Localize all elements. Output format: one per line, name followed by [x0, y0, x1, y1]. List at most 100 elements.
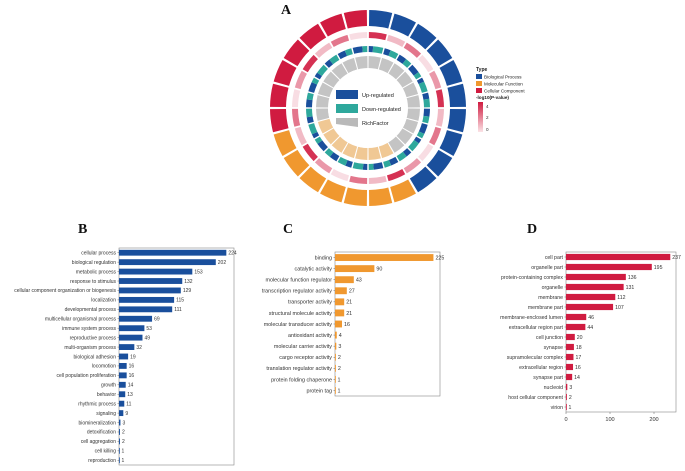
- bar: [566, 263, 652, 271]
- value-label: 14: [574, 375, 580, 381]
- value-label: 90: [376, 267, 382, 273]
- scale-tick-0: 0: [486, 127, 489, 132]
- bar: [119, 410, 124, 417]
- category-label: cell part: [545, 255, 564, 261]
- value-label: 136: [628, 275, 637, 281]
- value-label: 20: [577, 335, 583, 341]
- down-regulated-segment: [368, 163, 374, 170]
- panel-label-a: A: [281, 3, 292, 18]
- outer-category-segment: [447, 83, 466, 108]
- category-label: protein folding chaperone: [271, 377, 332, 383]
- up-regulated-segment: [352, 46, 363, 54]
- down-regulated-segment: [308, 123, 318, 135]
- bar: [119, 249, 227, 256]
- value-label: 3: [122, 420, 125, 426]
- down-regulated-segment: [306, 108, 313, 118]
- pvalue-heat-segment: [368, 32, 387, 41]
- value-label: 16: [129, 373, 135, 379]
- category-label: biological adhesion: [73, 354, 116, 360]
- richfactor-segment: [355, 146, 368, 160]
- category-label: signaling: [96, 411, 116, 417]
- down-regulated-swatch: [336, 104, 358, 113]
- bar: [119, 334, 143, 341]
- up-regulated-segment: [423, 108, 430, 117]
- category-label: binding: [315, 255, 332, 261]
- down-regulated-segment: [422, 115, 430, 124]
- bar: [119, 325, 145, 332]
- down-regulated-segment: [416, 131, 425, 139]
- bar: [566, 253, 671, 261]
- value-label: 2: [338, 366, 341, 372]
- category-label: biomineralization: [78, 420, 116, 426]
- pvalue-heat-segment: [292, 108, 301, 127]
- pvalue-heat-segment: [314, 158, 333, 174]
- bar: [119, 353, 129, 360]
- pvalue-heat-segment: [386, 169, 406, 182]
- up-regulated-label: Up-regulated: [362, 93, 394, 99]
- type-legend: Type Biological Process Molecular Functi…: [470, 66, 550, 141]
- value-label: 14: [128, 383, 134, 389]
- value-label: 153: [194, 269, 203, 275]
- outer-category-segment: [439, 60, 463, 86]
- pvalue-heat-segment: [403, 158, 422, 174]
- outer-category-segment: [299, 23, 327, 50]
- bar-chart-cellular-component: cell part 237 organelle part 195 protein-con…: [500, 251, 681, 423]
- x-tick-label: 0: [564, 417, 567, 423]
- bar: [119, 306, 173, 313]
- category-label: cell junction: [536, 335, 563, 341]
- pvalue-heat-segment: [429, 126, 442, 146]
- value-label: 16: [344, 322, 350, 328]
- category-label: cargo receptor activity: [279, 355, 332, 361]
- value-label: 225: [435, 255, 444, 261]
- legend-label-cellular-component: Cellular Component: [484, 89, 525, 94]
- value-label: 3: [338, 344, 341, 350]
- value-label: 132: [184, 279, 193, 285]
- value-label: 18: [576, 345, 582, 351]
- panel-label-b: B: [78, 222, 88, 237]
- bar: [335, 254, 434, 261]
- category-label: organelle: [542, 285, 563, 291]
- pvalue-heat-segment: [386, 34, 406, 47]
- scale-legend-title: -log10(P-value): [476, 95, 509, 100]
- up-regulated-segment: [402, 148, 412, 157]
- outer-category-segment: [426, 39, 453, 67]
- category-label: nucleoid: [544, 385, 563, 391]
- pvalue-heat-segment: [368, 175, 387, 184]
- bar: [119, 400, 125, 407]
- bar: [335, 342, 337, 350]
- richfactor-segment: [388, 63, 405, 80]
- pvalue-heat-segment: [418, 143, 434, 162]
- down-regulated-segment: [402, 59, 412, 68]
- type-legend-svg: Type Biological Process Molecular Functi…: [476, 67, 525, 132]
- bar: [566, 373, 573, 381]
- value-label: 224: [228, 250, 237, 256]
- value-label: 27: [349, 289, 355, 295]
- outer-category-segment: [270, 83, 289, 108]
- bar: [335, 309, 345, 317]
- outer-category-segment: [273, 60, 297, 86]
- category-label: cell population proliferation: [57, 373, 117, 379]
- bar: [566, 303, 614, 311]
- circos-center: [328, 68, 408, 148]
- value-label: 4: [339, 333, 342, 339]
- category-label: cellular process: [81, 250, 116, 256]
- outer-category-segment: [270, 108, 289, 133]
- bar: [119, 381, 126, 388]
- category-label: membrane-enclosed lumen: [500, 315, 563, 321]
- bar: [566, 353, 574, 361]
- outer-category-segment: [368, 187, 393, 206]
- value-label: 43: [356, 278, 362, 284]
- value-label: 1: [121, 449, 124, 455]
- value-label: 16: [575, 365, 581, 371]
- value-label: 237: [672, 255, 681, 261]
- category-label: molecular carrier activity: [274, 344, 332, 350]
- value-label: 2: [569, 395, 572, 401]
- outer-category-segment: [320, 13, 346, 37]
- value-label: 195: [654, 265, 663, 271]
- bar: [566, 283, 624, 291]
- up-regulated-segment: [383, 48, 391, 56]
- value-label: 112: [617, 295, 625, 301]
- outer-category-segment: [299, 166, 327, 193]
- bar: [335, 298, 345, 306]
- legend-label-biological-process: Biological Process: [484, 75, 522, 80]
